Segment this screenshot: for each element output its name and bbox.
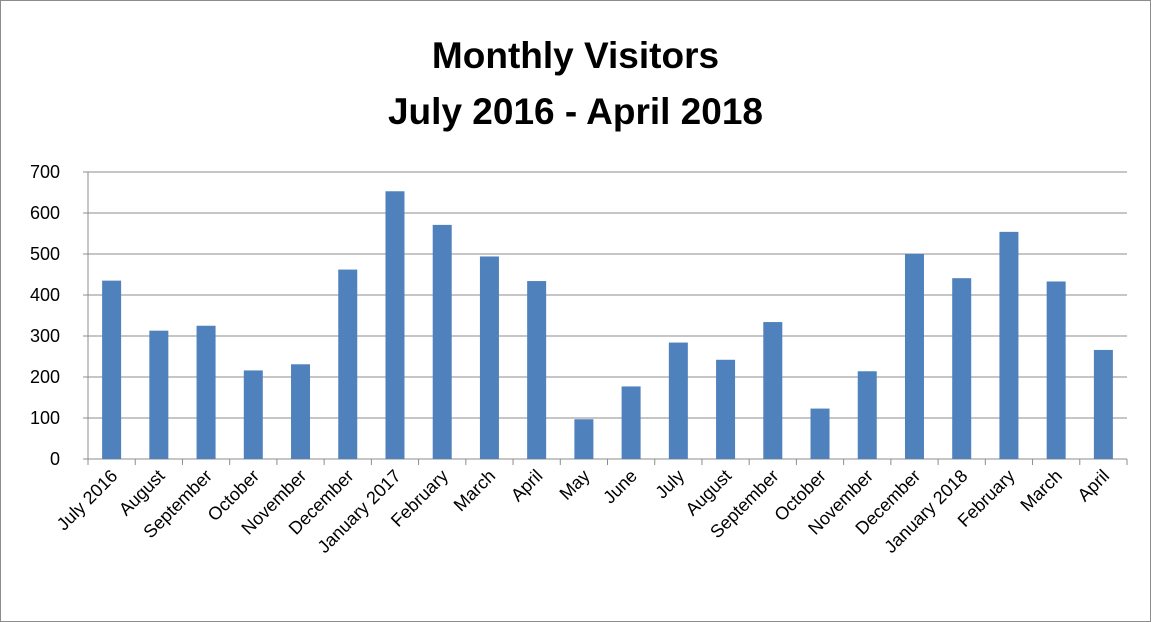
bar bbox=[716, 359, 736, 459]
bar bbox=[999, 231, 1019, 459]
bar bbox=[810, 408, 830, 459]
y-tick-label: 0 bbox=[50, 449, 60, 469]
bar bbox=[668, 342, 688, 459]
bar bbox=[904, 254, 924, 459]
bar bbox=[857, 371, 877, 459]
bar bbox=[527, 281, 547, 459]
chart-title: Monthly Visitors July 2016 - April 2018 bbox=[0, 28, 1151, 140]
x-tick-label: March bbox=[450, 466, 500, 516]
chart-title-line1: Monthly Visitors bbox=[431, 35, 720, 76]
y-tick-label: 200 bbox=[30, 367, 60, 387]
bar bbox=[621, 386, 641, 459]
bar bbox=[763, 322, 783, 459]
bar bbox=[1093, 349, 1113, 459]
x-tick-label: June bbox=[599, 466, 641, 508]
bar bbox=[479, 256, 499, 459]
bar bbox=[196, 325, 216, 459]
bar bbox=[432, 224, 452, 459]
y-tick-label: 500 bbox=[30, 244, 60, 264]
y-tick-label: 600 bbox=[30, 203, 60, 223]
y-tick-label: 700 bbox=[30, 162, 60, 182]
chart-title-line2: July 2016 - April 2018 bbox=[387, 91, 763, 132]
x-tick-label: July 2016 bbox=[53, 466, 122, 535]
bar bbox=[385, 191, 405, 459]
x-tick-label: April bbox=[507, 466, 547, 506]
bar bbox=[338, 269, 358, 459]
bar bbox=[1046, 281, 1066, 459]
y-tick-label: 400 bbox=[30, 285, 60, 305]
bar bbox=[243, 370, 263, 459]
bar bbox=[291, 364, 311, 459]
y-tick-label: 100 bbox=[30, 408, 60, 428]
bar bbox=[952, 278, 972, 459]
bar bbox=[574, 419, 594, 459]
x-tick-label: July bbox=[651, 466, 688, 503]
y-tick-label: 300 bbox=[30, 326, 60, 346]
x-tick-label: March bbox=[1016, 466, 1066, 516]
bar bbox=[149, 330, 169, 459]
bar bbox=[102, 280, 122, 459]
x-tick-label: May bbox=[556, 466, 594, 504]
x-tick-label: April bbox=[1074, 466, 1114, 506]
